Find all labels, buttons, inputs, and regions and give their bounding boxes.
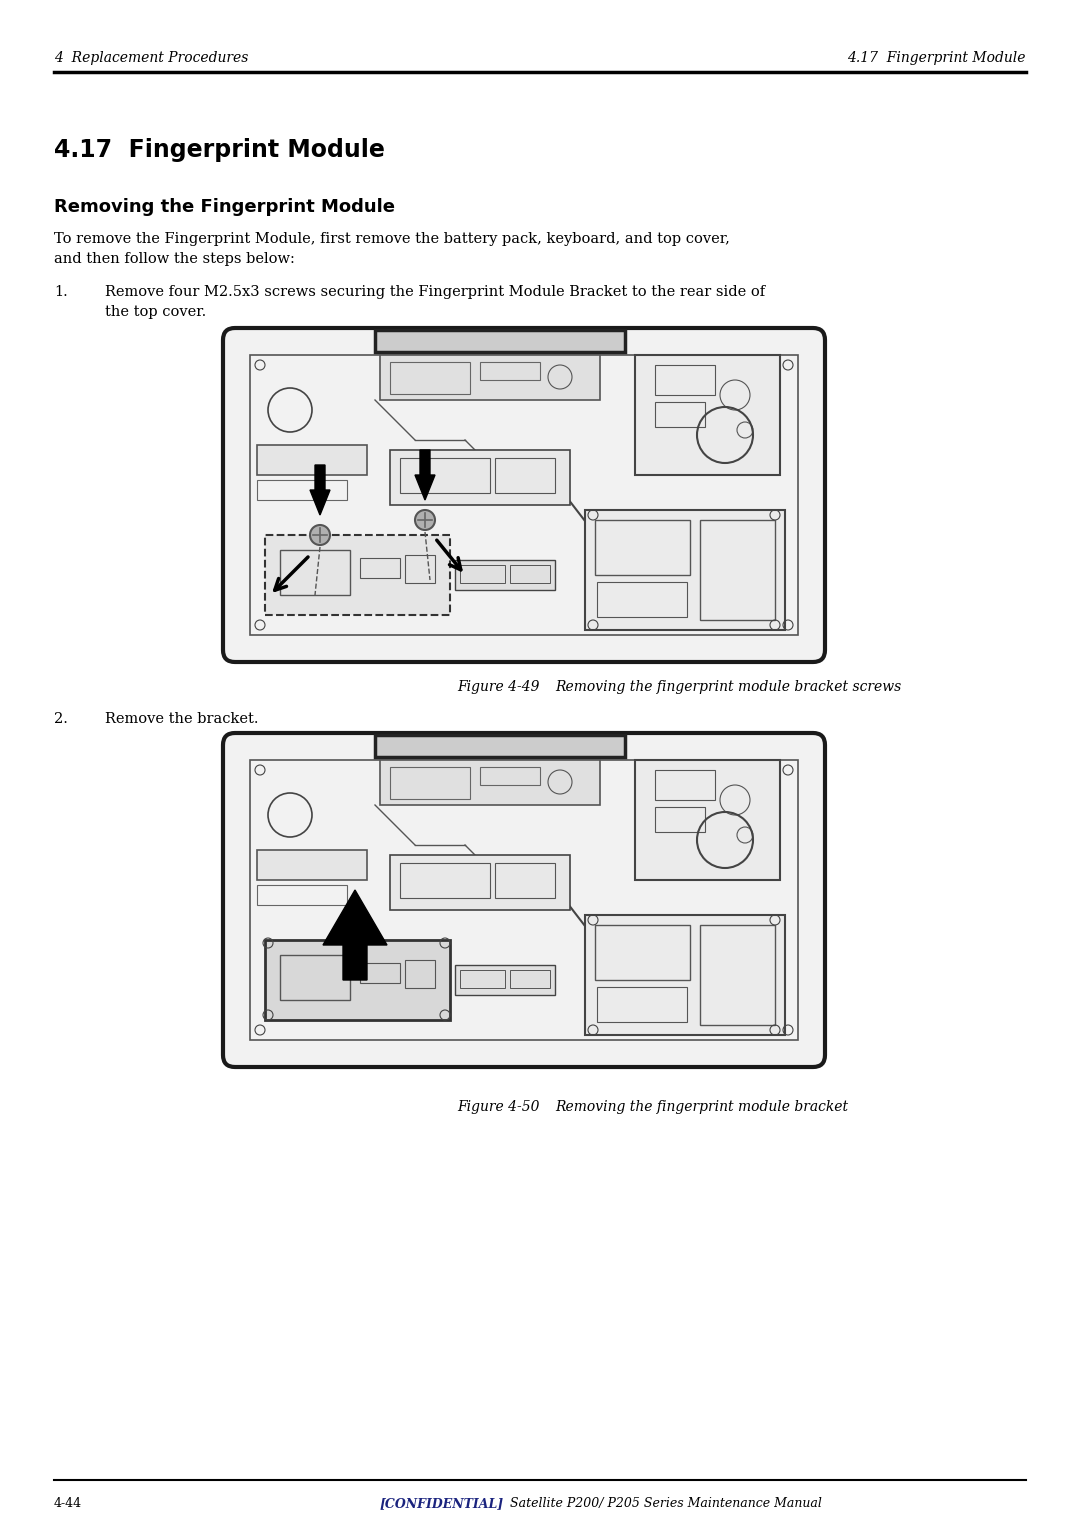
Text: Remove four M2.5x3 screws securing the Fingerprint Module Bracket to the rear si: Remove four M2.5x3 screws securing the F… [105,286,765,299]
Bar [595,521,690,576]
Bar [360,964,400,983]
Polygon shape [310,466,330,515]
Circle shape [415,510,435,530]
Bar [595,925,690,980]
Circle shape [310,525,330,545]
Bar [405,554,435,583]
Bar [597,986,687,1022]
Bar [495,458,555,493]
Bar [460,970,505,988]
Text: Remove the bracket.: Remove the bracket. [105,712,258,725]
Bar [495,863,555,898]
Bar [510,970,550,988]
Bar [654,365,715,395]
Bar [257,886,347,906]
Text: the top cover.: the top cover. [105,305,206,319]
Text: Figure 4-49: Figure 4-49 [458,680,540,693]
Bar [654,402,705,428]
Bar [249,354,798,635]
Bar [405,960,435,988]
Bar [380,760,600,805]
Bar [654,770,715,800]
Bar [635,354,780,475]
Text: 4  Replacement Procedures: 4 Replacement Procedures [54,50,248,66]
Text: 4.17  Fingerprint Module: 4.17 Fingerprint Module [54,137,384,162]
Bar [635,760,780,880]
Bar [265,941,450,1020]
Bar [585,915,785,1035]
Bar [257,851,367,880]
Bar [360,557,400,579]
Bar [375,734,625,757]
Bar [455,560,555,589]
Bar [585,510,785,631]
Bar [390,362,470,394]
FancyBboxPatch shape [222,733,825,1067]
Bar [257,479,347,499]
Text: Satellite P200/ P205 Series Maintenance Manual: Satellite P200/ P205 Series Maintenance … [510,1496,822,1510]
Text: Removing the fingerprint module bracket screws: Removing the fingerprint module bracket … [555,680,901,693]
Bar [280,954,350,1000]
Text: 4-44: 4-44 [54,1496,82,1510]
Text: To remove the Fingerprint Module, first remove the battery pack, keyboard, and t: To remove the Fingerprint Module, first … [54,232,730,246]
Text: Removing the fingerprint module bracket: Removing the fingerprint module bracket [555,1099,848,1115]
Text: [CONFIDENTIAL]: [CONFIDENTIAL] [380,1496,504,1510]
Bar [280,550,350,596]
Text: Removing the Fingerprint Module: Removing the Fingerprint Module [54,199,395,215]
Text: 4.17  Fingerprint Module: 4.17 Fingerprint Module [848,50,1026,66]
Bar [700,925,775,1025]
Text: 2.: 2. [54,712,68,725]
Bar [380,354,600,400]
Polygon shape [415,450,435,499]
Text: and then follow the steps below:: and then follow the steps below: [54,252,295,266]
Bar [700,521,775,620]
Bar [510,565,550,583]
Text: Figure 4-50: Figure 4-50 [458,1099,540,1115]
Bar [390,450,570,505]
Bar [460,565,505,583]
Bar [400,458,490,493]
Bar [265,534,450,615]
Bar [390,855,570,910]
Bar [654,806,705,832]
Bar [375,330,625,353]
Bar [390,767,470,799]
Polygon shape [323,890,387,980]
Bar [249,760,798,1040]
Bar [480,362,540,380]
FancyBboxPatch shape [222,328,825,663]
Bar [257,444,367,475]
Bar [400,863,490,898]
Bar [480,767,540,785]
Bar [455,965,555,996]
Bar [597,582,687,617]
Text: 1.: 1. [54,286,68,299]
